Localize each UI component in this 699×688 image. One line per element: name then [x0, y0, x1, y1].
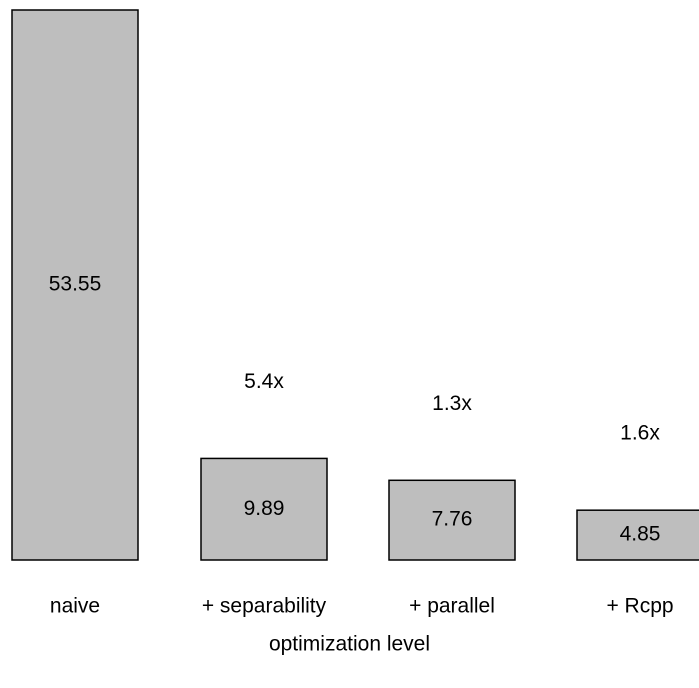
bar-3 — [576, 509, 699, 561]
bar-value-label-1: 9.89 — [244, 497, 285, 520]
speedup-label-1: 5.4x — [244, 370, 284, 393]
bar-1 — [200, 457, 328, 561]
speedup-labels-group: 5.4x 1.3x 1.6x — [244, 370, 660, 445]
category-label-2: + parallel — [409, 595, 495, 618]
bar-value-label-0: 53.55 — [49, 273, 102, 296]
bars-group — [11, 9, 699, 561]
bar-value-label-3: 4.85 — [620, 523, 661, 546]
speedup-label-2: 1.3x — [432, 392, 472, 415]
value-labels-group: 53.55 9.89 7.76 4.85 — [49, 273, 661, 546]
category-labels-group: naive + separability + parallel + Rcpp — [50, 595, 674, 618]
bar-2 — [388, 479, 516, 561]
bar-0 — [11, 9, 139, 561]
category-label-1: + separability — [202, 595, 327, 618]
category-label-0: naive — [50, 595, 100, 618]
category-label-3: + Rcpp — [606, 595, 673, 618]
bar-value-label-2: 7.76 — [432, 508, 473, 531]
speedup-label-3: 1.6x — [620, 422, 660, 445]
x-axis-label: optimization level — [269, 633, 430, 656]
